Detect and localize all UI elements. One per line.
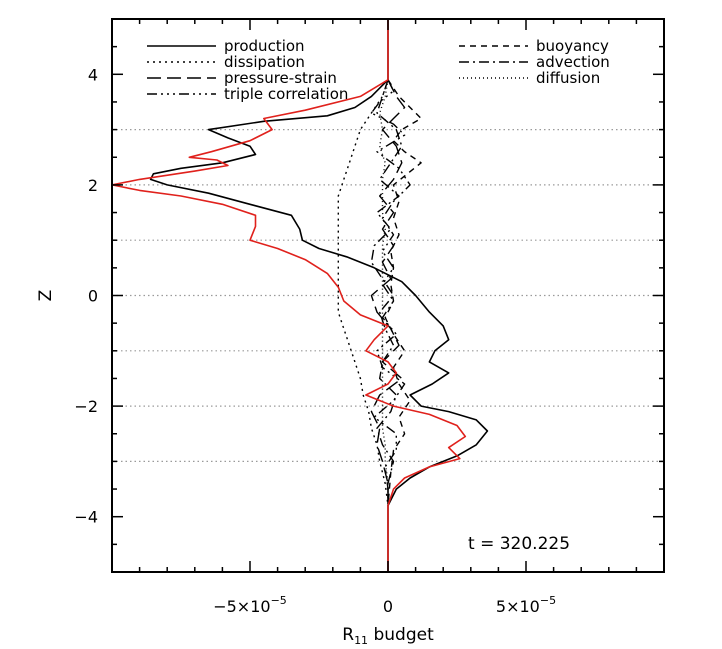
x-tick-label: −5×10−5	[213, 594, 287, 616]
legend-label: advection	[536, 53, 610, 71]
gridlines	[112, 129, 664, 462]
x-axis-title-subscript: 11	[354, 634, 368, 647]
x-tick-label: 0	[383, 597, 393, 616]
x-tick-label: 5×10−5	[496, 594, 556, 616]
axis-ticks	[111, 18, 665, 573]
y-tick-label: 0	[88, 287, 98, 306]
legend-label: diffusion	[536, 69, 600, 87]
series-line-production	[149, 19, 489, 572]
x-tick-mantissa: 0	[383, 597, 393, 616]
series-line-triple-correlation	[370, 79, 411, 506]
series-lines	[111, 19, 489, 572]
legend-label: triple correlation	[224, 85, 348, 103]
y-tick-label: 2	[88, 176, 98, 195]
series-line-dissipation	[337, 79, 389, 506]
y-axis-title: Z	[36, 290, 56, 302]
x-axis-title: R11 budget	[342, 625, 434, 647]
series-line-advection	[370, 79, 403, 506]
series-line-pressure-strain	[370, 79, 406, 506]
x-tick-mantissa: 5×10	[496, 597, 540, 616]
y-tick-label: 4	[88, 65, 98, 84]
series-line-production-red	[111, 19, 467, 572]
x-tick-exponent: −5	[540, 594, 556, 607]
x-tick-mantissa: −5×10	[213, 597, 270, 616]
x-tick-exponent: −5	[271, 594, 287, 607]
legend: productiondissipationpressure-straintrip…	[147, 37, 610, 103]
y-tick-label: −2	[74, 397, 98, 416]
x-axis-title-main: R	[342, 625, 354, 645]
legend-label: pressure-strain	[224, 69, 337, 87]
x-axis-title-rest: budget	[368, 625, 434, 645]
legend-label: production	[224, 37, 305, 55]
time-annotation: t = 320.225	[468, 534, 570, 554]
series-line-diffusion	[379, 79, 389, 506]
legend-label: buoyancy	[536, 37, 609, 55]
legend-label: dissipation	[224, 53, 305, 71]
y-tick-label: −4	[74, 508, 98, 527]
